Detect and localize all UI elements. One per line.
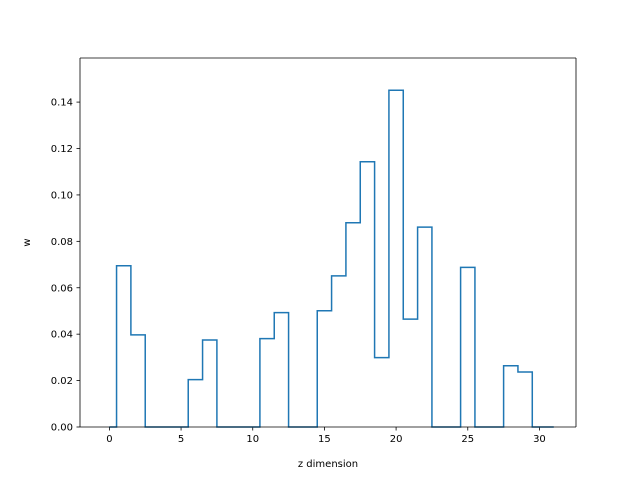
y-tick-label: 0.02	[51, 376, 73, 387]
x-tick-label: 15	[318, 434, 331, 445]
series-step-line	[109, 89, 554, 428]
x-tick-label: 20	[390, 434, 403, 445]
y-tick-label: 0.10	[51, 190, 73, 201]
x-axis-label: z dimension	[298, 459, 358, 470]
ticks-layer: 0 5 10 15 20 25 30 0.00 0.02 0.04 0.06 0.08 0.10 0.12…	[51, 98, 546, 445]
x-tick-label: 10	[246, 434, 259, 445]
y-tick-label: 0.00	[51, 423, 73, 434]
y-tick-label: 0.06	[51, 283, 73, 294]
y-tick-label: 0.12	[51, 144, 73, 155]
x-tick-label: 0	[106, 434, 112, 445]
x-tick-label: 5	[178, 434, 184, 445]
y-axis-label: w	[22, 238, 33, 246]
x-tick-label: 30	[533, 434, 546, 445]
y-tick-label: 0.08	[51, 237, 73, 248]
y-tick-label: 0.04	[51, 330, 73, 341]
plot-area	[80, 58, 576, 427]
x-tick-label: 25	[461, 434, 474, 445]
plot-frame	[79, 57, 577, 428]
y-tick-label: 0.14	[51, 98, 73, 109]
